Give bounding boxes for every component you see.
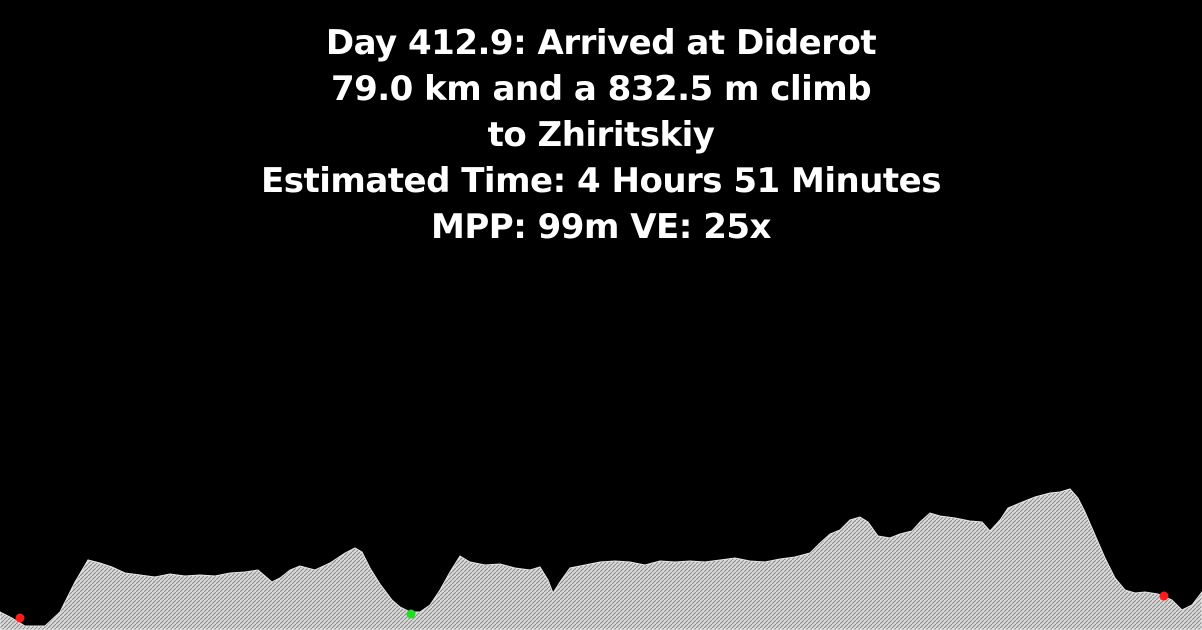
caption-distance-climb: 79.0 km and a 832.5 m climb (330, 69, 872, 109)
caption-mpp-ve: MPP: 99m VE: 25x (431, 207, 771, 247)
caption-estimated-time: Estimated Time: 4 Hours 51 Minutes (261, 161, 941, 201)
caption-day-arrival: Day 412.9: Arrived at Diderot (325, 23, 877, 63)
route-caption: Day 412.9: Arrived at Diderot 79.0 km an… (0, 20, 1202, 250)
caption-destination: to Zhiritskiy (487, 115, 715, 155)
start-marker (15, 613, 25, 623)
terrain-silhouette (0, 488, 1202, 630)
end-marker (1159, 591, 1169, 601)
current-position-marker (406, 609, 416, 619)
